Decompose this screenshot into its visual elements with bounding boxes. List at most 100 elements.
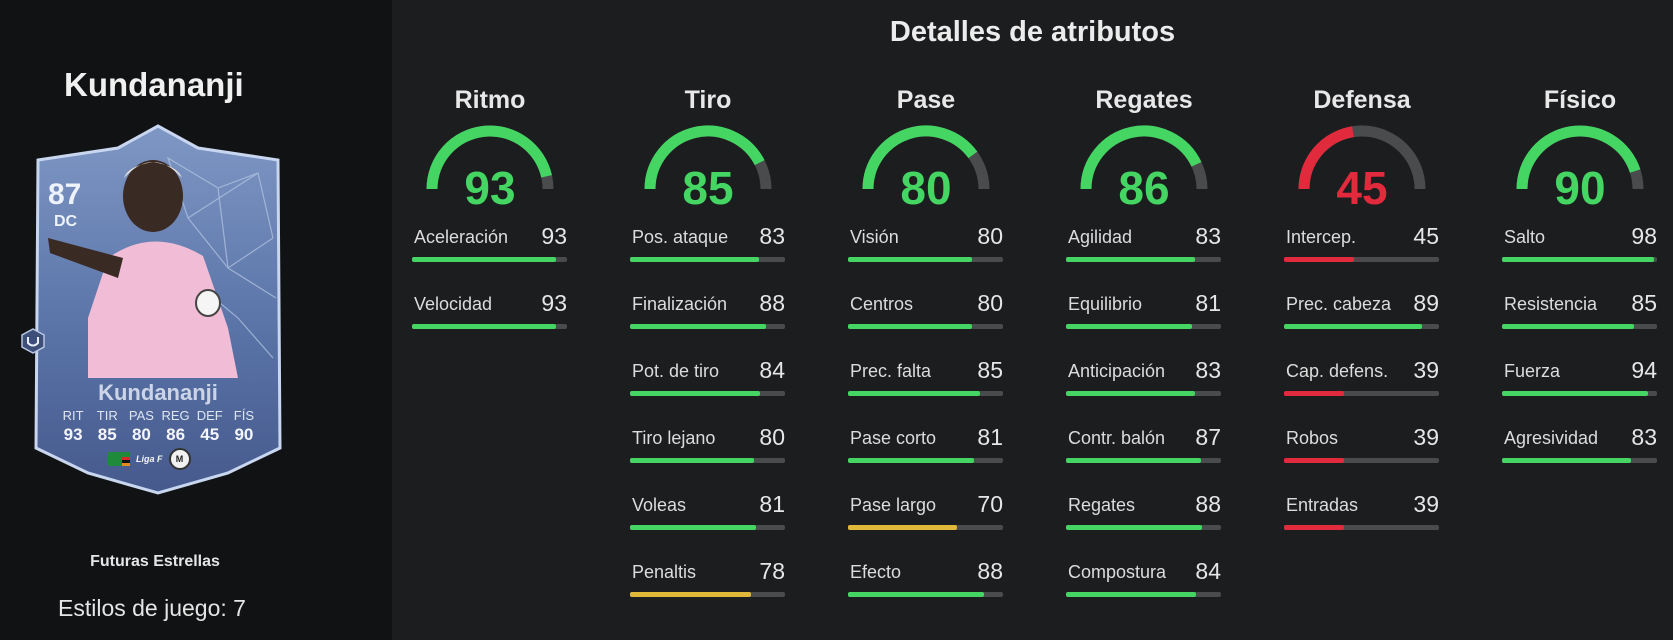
attribute-row[interactable]: Penaltis 78 (630, 554, 785, 621)
attribute-bar (412, 257, 567, 262)
attribute-label: Contr. balón (1068, 428, 1166, 448)
attribute-bar (1502, 391, 1657, 396)
attribute-row[interactable]: Fuerza 94 (1502, 353, 1657, 420)
attribute-row[interactable]: Entradas 39 (1284, 487, 1439, 554)
attribute-bar (630, 391, 785, 396)
attribute-row[interactable]: Pase corto 81 (848, 420, 1003, 487)
attribute-row[interactable]: Equilibrio 81 (1066, 286, 1221, 353)
category-gauge: 80 (836, 123, 1016, 219)
attribute-row[interactable]: Intercep. 45 (1284, 219, 1439, 286)
card-stat-value: 86 (166, 425, 186, 444)
attribute-label: Pos. ataque (632, 227, 729, 247)
attribute-row[interactable]: Voleas 81 (630, 487, 785, 554)
attribute-row[interactable]: Contr. balón 87 (1066, 420, 1221, 487)
card-player-name: Kundananji (98, 380, 218, 405)
attribute-row[interactable]: Pase largo 70 (848, 487, 1003, 554)
attribute-row[interactable]: Salto 98 (1502, 219, 1657, 286)
attribute-row[interactable]: Agresividad 83 (1502, 420, 1657, 487)
card-stat-value: 45 (200, 425, 220, 444)
attribute-row[interactable]: Prec. cabeza 89 (1284, 286, 1439, 353)
category-gauge: 90 (1490, 123, 1670, 219)
attribute-label: Pase corto (850, 428, 937, 448)
attribute-value: 87 (1195, 424, 1221, 450)
category-title: Ritmo (454, 86, 526, 114)
attribute-label: Aceleración (414, 227, 509, 247)
attribute-label: Agilidad (1068, 227, 1133, 247)
attribute-row[interactable]: Efecto 88 (848, 554, 1003, 621)
attribute-bar-fill (630, 458, 754, 463)
attribute-bar-fill (1066, 257, 1195, 262)
attribute-row[interactable]: Pos. ataque 83 (630, 219, 785, 286)
gauge-value: 85 (682, 162, 734, 214)
attribute-label: Efecto (850, 562, 902, 582)
attribute-label: Entradas (1286, 495, 1359, 515)
attribute-value: 89 (1413, 290, 1439, 316)
gauge-arc (1298, 125, 1426, 190)
attribute-bar-fill (848, 391, 980, 396)
category-físico: Físico 90 Salto 98 Resistencia 85 Fuerza 94 Agre… (1502, 86, 1657, 487)
attribute-row[interactable]: Regates 88 (1066, 487, 1221, 554)
attribute-bar (1284, 257, 1439, 262)
card-stat-value: 93 (63, 425, 83, 444)
attribute-row[interactable]: Velocidad 93 (412, 286, 567, 353)
attribute-label: Resistencia (1504, 294, 1598, 314)
attribute-value: 88 (759, 290, 785, 316)
attribute-value: 83 (759, 223, 785, 249)
attribute-row[interactable]: Finalización 88 (630, 286, 785, 353)
page-title: Detalles de atributos (889, 16, 1176, 48)
player-card[interactable]: 87 DC Kundananji RIT 93 TIR 85 PAS 80 REG 86 DEF… (21, 118, 288, 498)
attribute-value: 98 (1631, 223, 1657, 249)
gauge-value: 80 (900, 162, 952, 214)
attribute-row[interactable]: Robos 39 (1284, 420, 1439, 487)
attribute-value: 39 (1413, 424, 1439, 450)
category-ritmo: Ritmo 93 Aceleración 93 Velocidad 93 (412, 86, 567, 353)
attribute-bar (848, 525, 1003, 530)
attribute-label: Regates (1068, 495, 1136, 515)
attribute-row[interactable]: Centros 80 (848, 286, 1003, 353)
attribute-bar (630, 324, 785, 329)
attribute-value: 83 (1195, 357, 1221, 383)
attribute-bar (848, 592, 1003, 597)
card-rating: 87 (48, 178, 82, 211)
card-stat-label: PAS (128, 408, 154, 423)
attribute-bar-fill (1502, 458, 1631, 463)
attribute-row[interactable]: Aceleración 93 (412, 219, 567, 286)
attribute-label: Robos (1286, 428, 1339, 448)
attribute-row[interactable]: Tiro lejano 80 (630, 420, 785, 487)
category-tiro: Tiro 85 Pos. ataque 83 Finalización 88 Pot. de… (630, 86, 785, 621)
category-title: Pase (896, 86, 956, 114)
attribute-row[interactable]: Anticipación 83 (1066, 353, 1221, 420)
attribute-row[interactable]: Prec. falta 85 (848, 353, 1003, 420)
gauge-fill (862, 125, 978, 190)
player-photo (48, 160, 238, 378)
category-gauge: 45 (1272, 123, 1452, 219)
attribute-bar-fill (630, 324, 767, 329)
attribute-bar-fill (1066, 391, 1195, 396)
attribute-row[interactable]: Compostura 84 (1066, 554, 1221, 621)
category-title: Regates (1095, 86, 1193, 114)
attribute-label: Visión (850, 227, 899, 247)
card-stat: PAS 80 (124, 408, 158, 445)
attribute-bar (848, 324, 1003, 329)
attribute-row[interactable]: Visión 80 (848, 219, 1003, 286)
attribute-row[interactable]: Resistencia 85 (1502, 286, 1657, 353)
playstyles-count[interactable]: Estilos de juego: 7 (58, 595, 246, 621)
attribute-bar-fill (1066, 458, 1201, 463)
card-stat-label: RIT (62, 408, 84, 423)
gauge-fill (426, 125, 552, 190)
attribute-bar (848, 391, 1003, 396)
attribute-row[interactable]: Cap. defens. 39 (1284, 353, 1439, 420)
attribute-value: 78 (759, 558, 785, 584)
attribute-value: 93 (541, 290, 567, 316)
attribute-row[interactable]: Pot. de tiro 84 (630, 353, 785, 420)
attribute-bar (1284, 458, 1439, 463)
card-stat: REG 86 (159, 408, 193, 445)
gauge-fill (1298, 126, 1355, 190)
attribute-bar (1066, 391, 1221, 396)
gauge-arc (862, 125, 990, 190)
card-stat-label: TIR (96, 408, 118, 423)
card-stat-value: 90 (234, 425, 254, 444)
gauge-arc (644, 125, 772, 190)
card-position: DC (54, 213, 78, 230)
attribute-row[interactable]: Agilidad 83 (1066, 219, 1221, 286)
